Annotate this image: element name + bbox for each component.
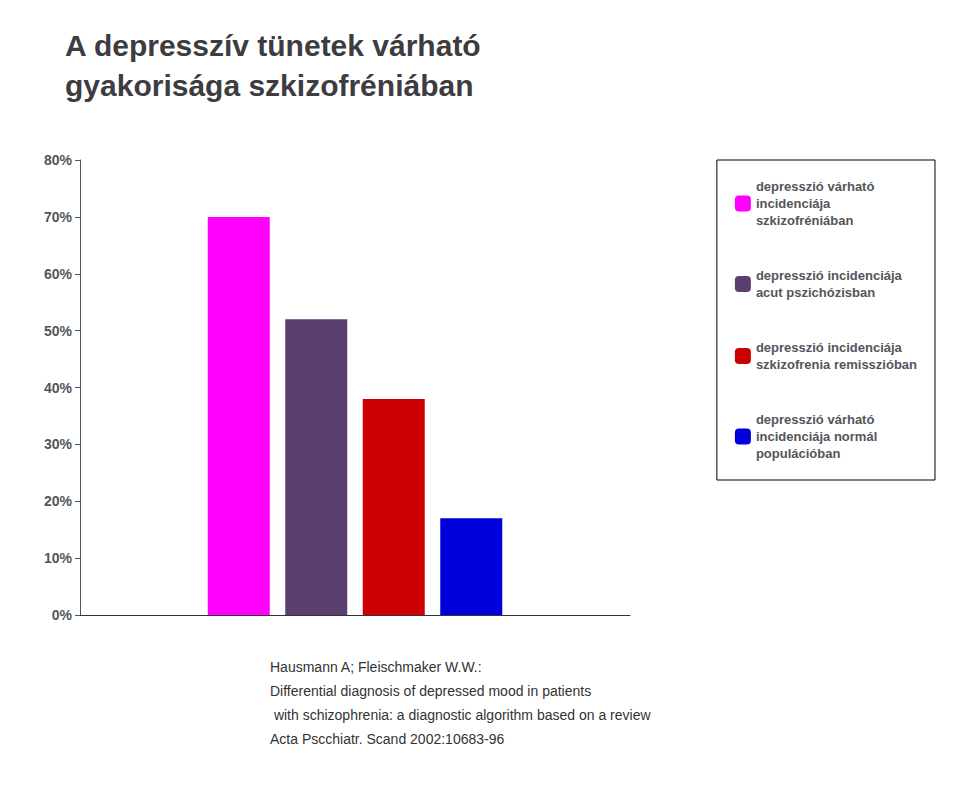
svg-text:incidenciája normál: incidenciája normál xyxy=(756,429,877,444)
svg-text:depresszió incidenciája: depresszió incidenciája xyxy=(756,268,903,283)
svg-text:30%: 30% xyxy=(44,436,73,452)
svg-text:depresszió incidenciája: depresszió incidenciája xyxy=(756,340,903,355)
svg-text:depresszió várható: depresszió várható xyxy=(756,412,875,427)
svg-text:szkizofrenia remisszióban: szkizofrenia remisszióban xyxy=(756,357,917,372)
svg-text:50%: 50% xyxy=(44,323,73,339)
svg-text:Acta Pscchiatr. Scand 2002:106: Acta Pscchiatr. Scand 2002:10683-96 xyxy=(270,731,504,747)
svg-text:0%: 0% xyxy=(52,607,73,623)
svg-text:acut pszichózisban: acut pszichózisban xyxy=(756,285,875,300)
svg-text:70%: 70% xyxy=(44,209,73,225)
svg-text:depresszió várható: depresszió várható xyxy=(756,179,875,194)
svg-text:gyakorisága szkizofréniában: gyakorisága szkizofréniában xyxy=(65,69,474,102)
svg-text:szkizofréniában: szkizofréniában xyxy=(756,213,854,228)
svg-text:10%: 10% xyxy=(44,550,73,566)
svg-text:A depresszív tünetek várható: A depresszív tünetek várható xyxy=(65,29,481,62)
svg-text:Hausmann A; Fleischmaker W.W.:: Hausmann A; Fleischmaker W.W.: xyxy=(270,659,482,675)
svg-text:incidenciája: incidenciája xyxy=(756,196,831,211)
svg-text:populációban: populációban xyxy=(756,446,841,461)
svg-text:40%: 40% xyxy=(44,380,73,396)
svg-text:20%: 20% xyxy=(44,493,73,509)
svg-text:with schizophrenia: a diagnost: with schizophrenia: a diagnostic algorit… xyxy=(270,707,651,723)
svg-text:60%: 60% xyxy=(44,266,73,282)
svg-text:80%: 80% xyxy=(44,152,73,168)
svg-text:Differential diagnosis of depr: Differential diagnosis of depressed mood… xyxy=(270,683,591,699)
